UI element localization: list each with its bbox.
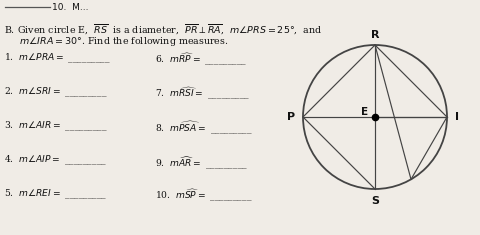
Text: 6.  $m\widehat{RP} =$ _________: 6. $m\widehat{RP} =$ _________ — [155, 52, 247, 68]
Text: R: R — [371, 30, 379, 40]
Text: 3.  $m\angle AIR =$ _________: 3. $m\angle AIR =$ _________ — [4, 120, 108, 133]
Text: 8.  $m\widehat{PSA} =$ _________: 8. $m\widehat{PSA} =$ _________ — [155, 120, 253, 137]
Text: 10.  M...: 10. M... — [52, 3, 88, 12]
Text: 9.  $m\widehat{AR} =$ _________: 9. $m\widehat{AR} =$ _________ — [155, 154, 248, 171]
Text: E: E — [361, 107, 369, 117]
Text: 7.  $m\widehat{RSI} =$ _________: 7. $m\widehat{RSI} =$ _________ — [155, 86, 251, 102]
Text: I: I — [455, 112, 459, 122]
Text: B. Given circle E,  $\overline{RS}$  is a diameter,  $\overline{PR} \perp \overl: B. Given circle E, $\overline{RS}$ is a … — [4, 22, 323, 36]
Text: 5.  $m\angle REI =$ _________: 5. $m\angle REI =$ _________ — [4, 188, 108, 201]
Text: 2.  $m\angle SRI =$ _________: 2. $m\angle SRI =$ _________ — [4, 86, 108, 99]
Text: 1.  $m\angle PRA =$ _________: 1. $m\angle PRA =$ _________ — [4, 52, 111, 65]
Text: P: P — [287, 112, 295, 122]
Text: $m\angle IRA = 30°$. Find the following measures.: $m\angle IRA = 30°$. Find the following … — [4, 35, 228, 48]
Text: S: S — [371, 196, 379, 206]
Text: 10.  $m\widehat{SP} =$ _________: 10. $m\widehat{SP} =$ _________ — [155, 188, 252, 204]
Text: 4.  $m\angle AIP =$ _________: 4. $m\angle AIP =$ _________ — [4, 154, 107, 167]
